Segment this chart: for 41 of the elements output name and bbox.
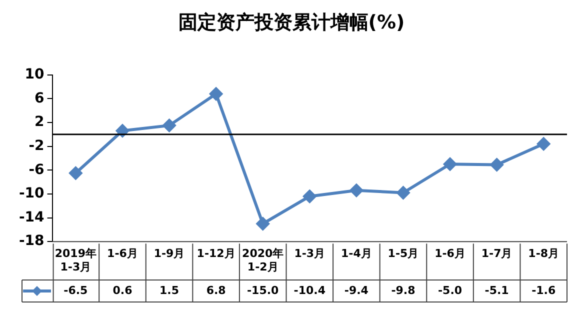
x-tick-label: 1-8月 [528,247,560,260]
point [303,190,316,203]
point [444,158,457,171]
data-label: 6.8 [206,284,226,297]
y-tick-label: 10 [24,66,45,82]
data-label: -9.8 [391,284,416,297]
y-tick-label: 6 [34,90,44,106]
point [69,166,82,180]
point [162,118,176,132]
chart-title: 固定资产投资累计增幅(%) [178,11,405,34]
x-tick-label: 1-6月 [434,247,466,260]
data-label: -5.1 [484,284,509,297]
y-tick-label: -18 [18,233,44,250]
x-tick-label: 1-12月 [196,247,236,260]
data-label: -15.0 [246,284,280,297]
point [396,186,410,200]
data-label: -5.0 [438,284,462,297]
y-tick-label: -10 [18,186,45,202]
point [350,184,363,197]
x-tick-label: 1-6月 [107,247,138,260]
data-label: 1.5 [160,284,180,297]
x-tick-label: 1-5月 [388,247,419,260]
x-tick-label: 2020年 1-2月 [242,247,284,274]
y-tick-label: -14 [18,209,45,226]
point [537,137,550,150]
x-tick-label: 1-3月 [294,247,326,260]
y-tick-label: -2 [28,138,44,154]
point [210,87,223,100]
point [256,217,270,230]
data-label: -10.4 [294,284,326,297]
y-tick-label: 2 [34,114,44,130]
data-label: -1.6 [532,284,556,297]
data-label: -6.5 [64,284,88,297]
data-label: -9.4 [344,284,369,297]
y-tick-label: -6 [28,162,44,178]
x-tick-label: 2019年 1-3月 [54,247,96,274]
point [490,158,504,172]
x-tick-label: 1-4月 [341,247,372,260]
data-label: 0.6 [112,284,133,297]
x-tick-label: 1-9月 [154,247,185,260]
x-tick-label: 1-7月 [481,247,512,260]
